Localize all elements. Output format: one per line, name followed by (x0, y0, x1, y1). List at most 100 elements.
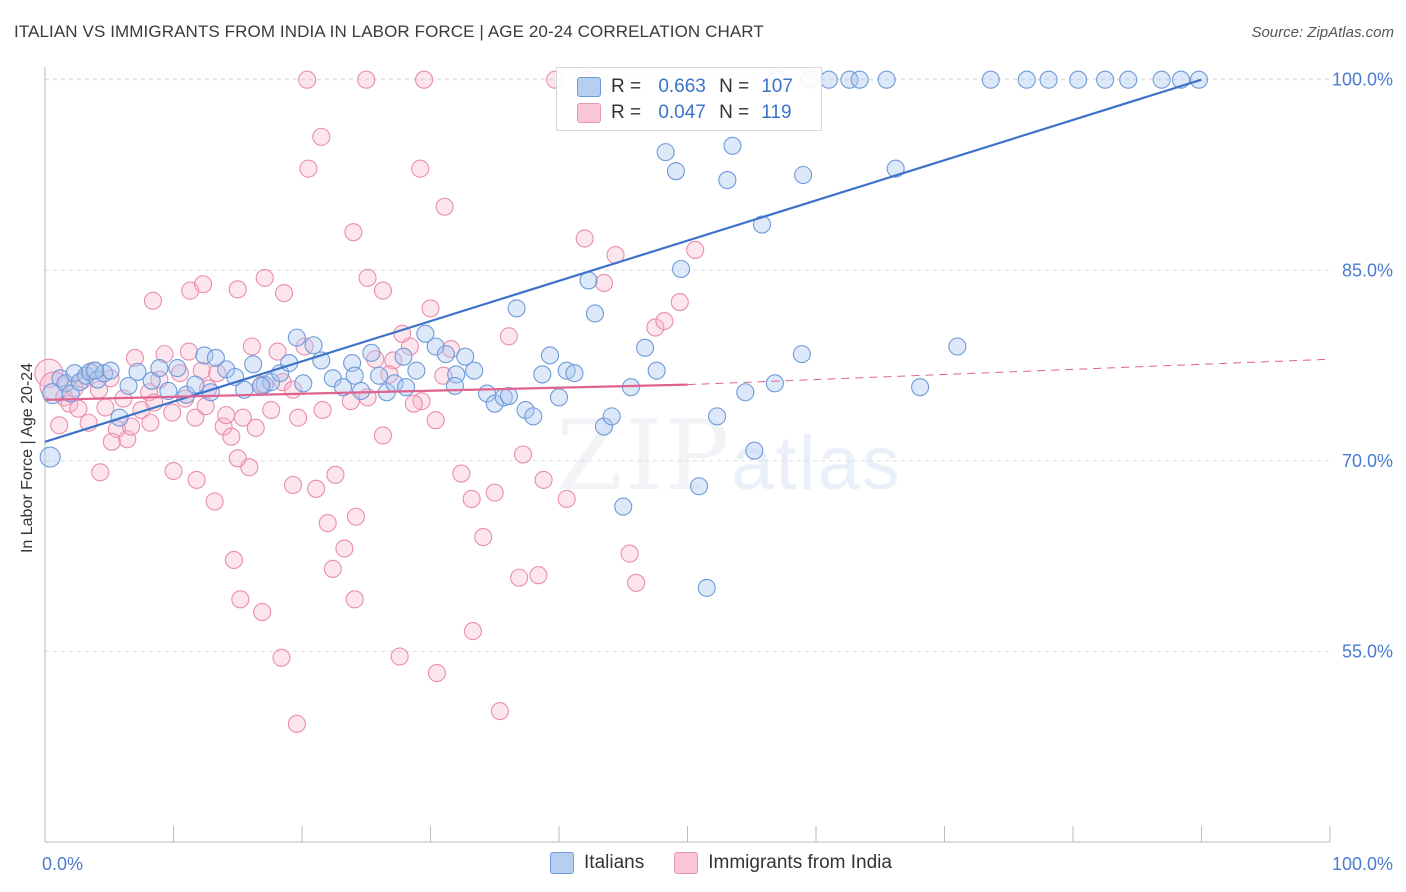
india-point (102, 432, 121, 451)
india-point (289, 408, 308, 427)
italians-point (697, 578, 716, 597)
italians-point (65, 364, 84, 383)
legend-row-italians: R = 0.663 N = 107 (577, 75, 793, 99)
italians-point (362, 343, 381, 362)
india-point (272, 648, 291, 667)
india-point (155, 345, 174, 364)
india-point (346, 507, 366, 526)
italians-points (39, 70, 1208, 597)
india-trend-line (44, 383, 688, 401)
italians-point (524, 407, 543, 426)
india-point (529, 566, 548, 585)
italians-point (101, 361, 120, 380)
india-point (485, 483, 504, 502)
india-point (463, 622, 482, 641)
india-point (208, 364, 227, 383)
india-legend-swatch (674, 852, 699, 874)
india-point (164, 461, 183, 481)
india-legend-label: Immigrants from India (708, 852, 892, 873)
italians-point (445, 376, 464, 395)
india-point (452, 464, 471, 483)
italians-point (718, 171, 737, 190)
italians-n-value: 107 (761, 76, 793, 97)
italians-point (636, 338, 655, 357)
italians-r-label: R = (611, 76, 642, 97)
italians-point (447, 365, 466, 384)
italians-legend-swatch (550, 852, 575, 874)
italians-point (708, 407, 727, 426)
india-point (646, 318, 665, 337)
italians-point (840, 70, 859, 89)
italians-point (465, 361, 484, 380)
italians-point (86, 361, 105, 380)
legend-item-italians[interactable]: Italians (550, 852, 644, 874)
india-point (163, 403, 182, 422)
india-point (373, 426, 393, 445)
italians-swatch (577, 77, 601, 97)
india-point (435, 197, 454, 216)
india-point (224, 550, 243, 570)
india-point (91, 463, 110, 482)
india-point (513, 445, 533, 464)
india-point (50, 416, 69, 435)
india-point (246, 418, 265, 437)
italians-point (186, 375, 205, 394)
india-point (373, 281, 393, 300)
india-point (283, 475, 303, 495)
india-point (404, 394, 423, 413)
italians-point (370, 366, 389, 385)
india-n-value: 119 (761, 102, 792, 123)
italians-point (334, 378, 353, 397)
india-point (214, 417, 233, 436)
italians-point (159, 381, 178, 401)
india-point (143, 291, 162, 310)
india-point (434, 366, 453, 385)
x-tick-label: 0.0% (42, 854, 83, 874)
india-point (96, 398, 115, 417)
india-point (205, 492, 224, 511)
italians-point (666, 162, 685, 181)
italians-point (39, 446, 61, 468)
italians-point (1069, 70, 1088, 89)
italians-point (251, 376, 270, 395)
india-r-label: R = (611, 102, 642, 123)
legend-row-india: R = 0.047 N = 119 (577, 101, 792, 125)
italians-point (352, 381, 371, 401)
india-point (415, 70, 434, 89)
india-point (69, 399, 88, 418)
italians-n-label: N = (719, 76, 750, 97)
india-point (557, 489, 576, 509)
italians-point (416, 324, 435, 343)
italians-point (736, 383, 755, 402)
legend-item-india[interactable]: Immigrants from India (674, 852, 892, 874)
india-n-label: N = (719, 102, 750, 123)
india-point (222, 427, 241, 446)
italians-point (345, 366, 364, 385)
india-point (170, 364, 189, 383)
india-swatch (577, 103, 601, 123)
italians-point (948, 337, 967, 356)
india-point (390, 647, 409, 666)
india-point (240, 458, 259, 477)
india-point (345, 590, 364, 609)
italians-point (397, 378, 416, 397)
italians-legend-label: Italians (584, 852, 645, 873)
india-point (594, 273, 614, 293)
india-point (462, 489, 481, 509)
italians-point (56, 374, 75, 393)
india-point (253, 602, 272, 622)
stats-legend: R = 0.663 N = 107 R = 0.047 N = 119 (556, 67, 822, 131)
italians-point (119, 376, 138, 395)
india-point (426, 411, 445, 430)
italians-point (886, 159, 905, 178)
india-point (217, 406, 236, 425)
india-point (312, 127, 331, 146)
italians-point (656, 143, 675, 162)
italians-point (647, 361, 666, 380)
india-point (299, 159, 318, 178)
india-point (274, 284, 294, 303)
india-point (357, 70, 376, 89)
india-point (670, 292, 689, 312)
india-point (442, 339, 461, 359)
india-point (196, 397, 215, 416)
